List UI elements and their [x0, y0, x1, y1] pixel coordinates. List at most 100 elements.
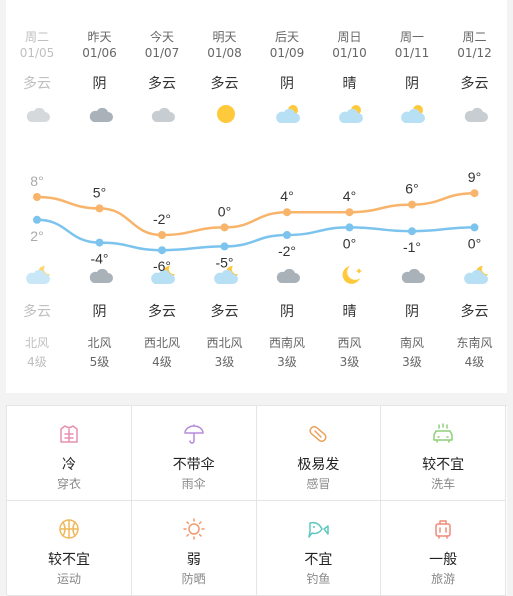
overcast-icon [275, 264, 301, 286]
night-weather: 多云 [23, 304, 51, 320]
car-wash-icon [431, 422, 455, 446]
index-card-umbrella[interactable]: 不带伞 雨伞 [131, 406, 257, 501]
wind-level: 3级 [214, 355, 235, 369]
forecast-panel: 周二 01/05 多云 多云 北风 4级 昨天 01/06 阴阴北风 5级 今天 01/07 多云 多云西… [6, 0, 507, 393]
day-date: 01/12 [457, 46, 492, 60]
index-level: 极易发 [297, 457, 340, 473]
high-temp-point [283, 208, 291, 217]
temperature-chart: 8° 5° -2° 0° 4° 4° 6° 9° 2° -4° -6° -5° -2° 0° -1° 0° [30, 169, 481, 274]
day-date: 01/06 [82, 46, 117, 60]
low-temp-point [470, 223, 479, 232]
wind-direction: 东南风 [456, 336, 493, 350]
cloudy-night-icon [463, 264, 489, 286]
index-level: 较不宜 [422, 457, 465, 473]
day-name: 明天 [212, 30, 237, 44]
index-name: 运动 [56, 571, 81, 586]
day-weather: 阴 [92, 76, 107, 92]
high-temp-point [408, 200, 416, 209]
wind-level: 3级 [339, 355, 360, 369]
cloudy-night-icon [25, 264, 51, 286]
pill-icon [306, 422, 330, 446]
day-weather: 阴 [405, 76, 419, 92]
overcast-icon [88, 264, 114, 286]
index-card-fish[interactable]: 不宜 钓鱼 [256, 500, 382, 596]
clothing-icon [57, 422, 81, 446]
index-name: 洗车 [431, 477, 456, 491]
night-weather: 阴 [92, 304, 107, 320]
fish-icon [306, 517, 330, 541]
high-temp-label: 9° [468, 169, 481, 185]
wind-direction: 西北风 [143, 336, 180, 350]
basketball-icon [57, 517, 81, 541]
index-name: 钓鱼 [306, 571, 331, 586]
high-temp-label: 6° [405, 181, 418, 197]
index-level: 较不宜 [48, 551, 90, 568]
day-weather: 多云 [148, 76, 176, 92]
index-card-suitcase[interactable]: 一般 旅游 [381, 500, 507, 596]
low-temp-label: 0° [343, 235, 356, 251]
cloud-icon [25, 103, 51, 125]
day-date: 01/11 [394, 46, 430, 60]
overcast-icon [400, 264, 426, 286]
day-weather: 多云 [460, 76, 489, 92]
wind-level: 5级 [89, 355, 110, 369]
day-name: 今天 [149, 30, 174, 44]
wind-direction: 西风 [337, 336, 362, 350]
night-weather: 阴 [280, 304, 294, 320]
wind-level: 3级 [277, 355, 297, 369]
cloud-icon [463, 103, 489, 125]
high-temp-label: 5° [93, 184, 106, 200]
overcast-icon [88, 103, 114, 125]
index-card-sun-outline[interactable]: 弱防晒 [131, 500, 257, 596]
low-temp-point [283, 231, 291, 239]
low-temp-point [220, 242, 229, 251]
night-weather: 多云 [148, 304, 176, 320]
wind-direction: 西北风 [206, 336, 243, 350]
low-temp-label: -4° [90, 251, 108, 267]
day-name: 周一 [399, 30, 424, 44]
day-name: 周日 [337, 30, 362, 44]
low-temp-point [408, 227, 416, 236]
night-weather: 多云 [210, 304, 239, 320]
low-temp-label: -1° [403, 239, 421, 255]
index-name: 雨伞 [181, 477, 206, 491]
day-weather: 多云 [23, 76, 51, 92]
day-weather: 晴 [342, 76, 357, 92]
high-temp-label: 0° [218, 203, 231, 219]
sun-icon [213, 103, 239, 125]
index-name: 防晒 [181, 571, 206, 586]
index-level: 不宜 [304, 551, 333, 568]
low-temp-label: -5° [215, 254, 233, 270]
low-temp-point [33, 215, 41, 224]
high-temp-point [345, 208, 354, 217]
day-date: 01/09 [269, 46, 305, 60]
wind-level: 4级 [464, 355, 485, 369]
day-date: 01/05 [19, 46, 55, 60]
index-level: 不带伞 [172, 457, 215, 473]
wind-direction: 北风 [24, 336, 49, 350]
day-name: 周二 [24, 30, 49, 44]
sun-outline-icon [182, 517, 206, 541]
night-weather: 晴 [342, 304, 357, 320]
index-card-car-wash[interactable]: 较不宜 洗车 [381, 406, 507, 501]
low-temp-point [158, 246, 166, 255]
index-card-clothing[interactable]: 冷穿衣 [7, 406, 132, 501]
index-card-pill[interactable]: 极易发 感冒 [256, 406, 382, 501]
partly-cloudy-icon [275, 103, 301, 125]
partly-cloudy-icon [338, 103, 364, 125]
cloud-icon [150, 103, 176, 125]
wind-level: 3级 [402, 355, 422, 369]
day-name: 后天 [274, 30, 299, 44]
low-temp-point [95, 238, 104, 247]
moon-icon [338, 264, 364, 286]
index-card-basketball[interactable]: 较不宜 运动 [7, 500, 132, 596]
wind-level: 4级 [152, 355, 172, 369]
index-level: 弱 [186, 551, 201, 568]
day-name: 周二 [462, 30, 487, 44]
day-name: 昨天 [87, 30, 112, 44]
wind-direction: 西南风 [268, 336, 305, 350]
day-date: 01/10 [332, 46, 367, 60]
cloudy-night-icon [150, 264, 176, 286]
cloudy-night-icon [213, 264, 239, 286]
index-name: 感冒 [306, 477, 331, 491]
